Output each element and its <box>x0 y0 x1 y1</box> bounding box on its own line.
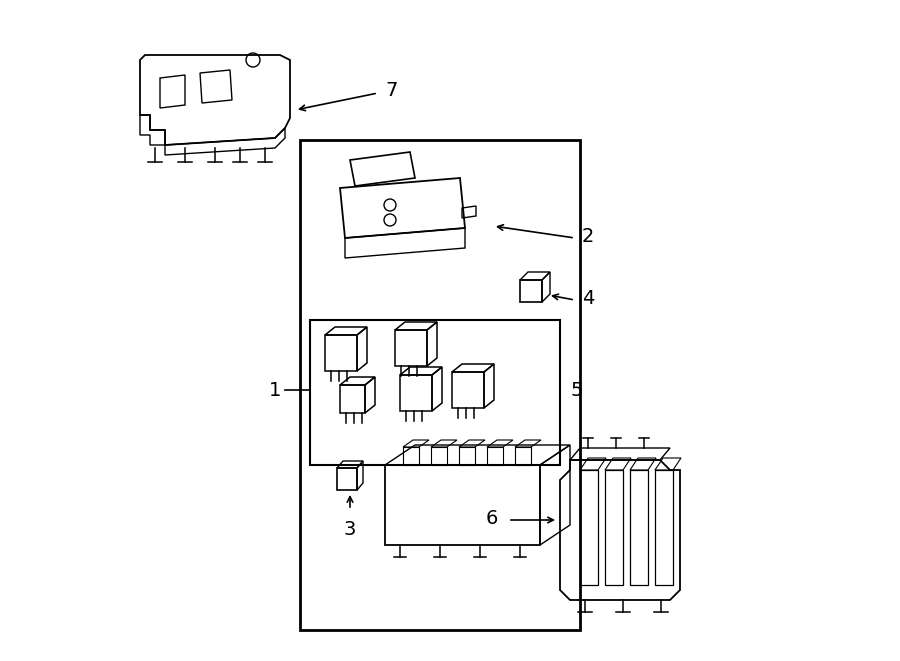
Bar <box>520 280 542 302</box>
Bar <box>385 465 540 545</box>
Text: 6: 6 <box>486 510 498 529</box>
Text: 4: 4 <box>582 288 594 307</box>
Text: 3: 3 <box>344 520 356 539</box>
Text: 2: 2 <box>582 227 594 245</box>
Bar <box>515 447 531 465</box>
Text: 1: 1 <box>269 381 281 399</box>
Bar <box>395 330 427 366</box>
Bar <box>325 335 357 371</box>
Bar <box>459 447 475 465</box>
Bar <box>431 447 447 465</box>
Bar <box>337 468 357 490</box>
Bar <box>403 447 419 465</box>
Bar <box>400 375 432 411</box>
Bar <box>310 320 560 465</box>
Bar <box>340 385 365 413</box>
Bar <box>452 372 484 408</box>
Text: 7: 7 <box>385 81 398 100</box>
Text: 5: 5 <box>570 381 582 399</box>
Bar <box>487 447 503 465</box>
Bar <box>300 140 580 630</box>
